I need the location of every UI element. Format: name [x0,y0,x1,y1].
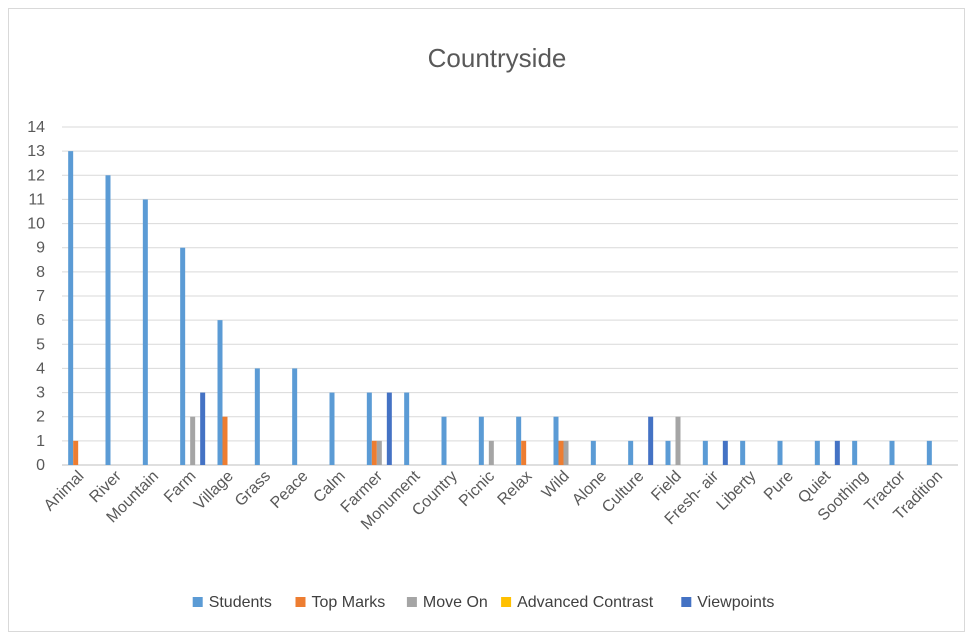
bar [558,440,564,465]
y-tick-label: 1 [36,433,45,450]
bar [553,416,559,465]
bar [386,392,392,465]
x-category-label: Wild [539,468,573,502]
y-tick-label: 11 [28,191,45,208]
bar [675,416,681,465]
legend-swatch [295,597,306,607]
bar [648,416,654,465]
bar [441,416,447,465]
bar [217,320,223,465]
bar [404,392,410,465]
bar [889,440,895,465]
x-category-label: Culture [599,468,648,517]
bar [190,416,196,465]
bars [68,151,932,466]
y-tick-label: 4 [36,360,45,377]
legend-swatch [192,597,203,607]
bar [200,392,206,465]
y-tick-label: 13 [27,143,45,160]
x-category-label: Village [191,468,237,514]
legend-swatch [501,597,512,607]
y-tick-label: 0 [36,457,45,474]
bar [722,440,728,465]
bar [702,440,708,465]
bar [376,440,382,465]
legend-swatch [681,597,692,607]
x-category-label: Animal [41,468,88,515]
y-tick-label: 9 [36,240,45,257]
bar [180,247,186,465]
y-tick-label: 10 [27,216,45,233]
x-category-label: Pure [761,468,797,504]
legend-label: Move On [423,594,488,611]
x-category-label: Peace [267,468,311,512]
bar [366,392,372,465]
bar [329,392,335,465]
y-tick-label: 2 [36,409,45,426]
bar [222,416,228,465]
x-category-label: Grass [232,468,274,510]
x-axis-labels: AnimalRiverMountainFarmVillageGrassPeace… [41,467,946,533]
bar [488,440,494,465]
bar [105,175,111,466]
chart-frame: Countryside 0 1 2 3 4 5 6 7 8 9 10 11 12 13 14 Animal R… [8,8,965,632]
y-tick-label: 14 [27,119,45,136]
bar [814,440,820,465]
bar [926,440,932,465]
x-category-label: Picnic [456,468,498,510]
y-tick-label: 3 [36,385,45,402]
y-tick-label: 7 [36,288,45,305]
y-tick-label: 12 [27,167,45,184]
bar [371,440,377,465]
y-tick-label: 6 [36,312,45,329]
y-tick-label: 8 [36,264,45,281]
bar [521,440,527,465]
gridlines [62,126,958,466]
bar [740,440,746,465]
bar [665,440,671,465]
bar [590,440,596,465]
bar [563,440,569,465]
legend-label: Top Marks [312,594,386,611]
bar [68,151,74,465]
bar [478,416,484,465]
legend-label: Students [209,594,272,611]
bar [852,440,858,465]
x-category-label: Relax [495,468,536,509]
bar [142,199,148,465]
bar [254,368,260,465]
bar [292,368,298,465]
y-tick-label: 5 [36,336,45,353]
legend-label: Viewpoints [697,594,774,611]
bar [73,440,79,465]
x-category-label: Liberty [714,468,760,514]
legend: Students Top Marks Move On Advanced Contras… [192,594,774,611]
bar [834,440,840,465]
bar [516,416,522,465]
chart-title: Countryside [428,43,567,73]
bar [628,440,634,465]
legend-swatch [406,597,417,607]
legend-label: Advanced Contrast [517,594,654,611]
bar [777,440,783,465]
